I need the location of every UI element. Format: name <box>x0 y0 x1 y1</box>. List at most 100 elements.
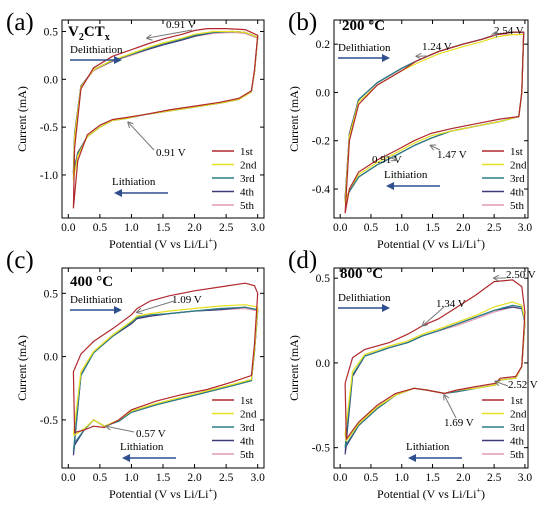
x-tick-label: 1.0 <box>395 472 410 484</box>
peak-label: 2.52 V <box>508 379 538 391</box>
y-tick-label: 0.2 <box>316 39 331 51</box>
x-tick-label: 0.0 <box>61 222 76 234</box>
x-tick-label: 0.0 <box>333 222 348 234</box>
cv-curve-1st <box>344 31 525 214</box>
legend-label: 4th <box>240 436 255 448</box>
x-tick-label: 2.5 <box>219 472 234 484</box>
cv-panel-b: (b) 0.0 0.5 1.0 1.5 2.0 2.5 3.0 -0.4 -0.2 0.0 0.2 Po… <box>287 9 532 251</box>
x-tick-label: 0.5 <box>364 472 379 484</box>
legend-label: 3rd <box>240 173 255 185</box>
legend-label: 5th <box>240 449 255 461</box>
legend-label: 1st <box>240 146 253 158</box>
x-tick-label: 0.5 <box>364 222 379 234</box>
peak-pointer <box>147 29 193 38</box>
legend-label: 5th <box>510 200 525 212</box>
peak-pointer <box>495 382 509 387</box>
cv-curve-2nd <box>72 304 259 436</box>
x-tick-label: 2.0 <box>456 472 471 484</box>
x-tick-label: 0.0 <box>61 472 76 484</box>
y-tick-label: -0.5 <box>312 443 330 455</box>
peak-label: 1.34 V <box>436 298 466 310</box>
sample-label: 400 °C <box>70 274 113 290</box>
y-tick-label: 0.5 <box>44 26 59 38</box>
sample-label: 800 °C <box>340 266 383 282</box>
x-tick-label: 3.0 <box>518 222 533 234</box>
sample-label: 200 °C <box>342 18 385 34</box>
legend-label: 2nd <box>240 409 257 421</box>
legend-label: 2nd <box>240 160 257 172</box>
y-tick-label: 0.5 <box>316 273 331 285</box>
delithiation-label: Delithiation <box>338 42 391 54</box>
y-tick-label: -0.5 <box>40 415 58 427</box>
y-tick-label: -1.0 <box>40 170 58 182</box>
x-axis-label: Potential (V vs Li/Li+) <box>109 486 217 501</box>
x-axis-label: Potential (V vs Li/Li+) <box>377 236 485 251</box>
lithiation-label: Lithiation <box>120 441 164 453</box>
lithiation-label: Lithiation <box>406 441 450 453</box>
peak-label: 2.50 V <box>506 269 536 281</box>
x-tick-label: 1.0 <box>124 222 139 234</box>
x-tick-label: 0.5 <box>93 222 108 234</box>
x-tick-label: 1.5 <box>156 472 171 484</box>
peak-label: 1.47 V <box>437 149 467 161</box>
y-tick-label: -0.2 <box>312 136 330 148</box>
y-axis-label: Current (mA) <box>287 86 301 152</box>
y-axis-label: Current (mA) <box>15 335 29 401</box>
delithiation-label: Delithiation <box>338 292 391 304</box>
x-tick-label: 2.0 <box>187 472 202 484</box>
x-tick-label: 1.5 <box>156 222 171 234</box>
x-tick-label: 1.0 <box>395 222 410 234</box>
y-tick-label: 0.0 <box>316 87 331 99</box>
cv-curve-2nd <box>344 301 526 442</box>
legend-label: 5th <box>510 449 525 461</box>
x-tick-label: 0.0 <box>333 472 348 484</box>
peak-label: 0.91 V <box>166 19 196 31</box>
cv-panel-d: (d) 0.0 0.5 1.0 1.5 2.0 2.5 3.0 -0.5 0.0 0.5 Potent… <box>287 247 538 501</box>
panel-letter: (b) <box>288 9 317 36</box>
legend-label: 3rd <box>240 422 255 434</box>
x-tick-label: 3.0 <box>251 222 266 234</box>
peak-label: 0.91 V <box>156 147 186 159</box>
legend-label: 2nd <box>510 409 527 421</box>
x-tick-label: 1.5 <box>425 472 440 484</box>
panel-letter: (c) <box>6 247 34 274</box>
legend-label: 2nd <box>510 160 527 172</box>
plot-frame <box>333 19 529 219</box>
lithiation-label: Lithiation <box>384 169 428 181</box>
peak-label: 1.09 V <box>172 294 202 306</box>
legend-label: 3rd <box>510 422 525 434</box>
cv-curve-5th <box>344 306 526 452</box>
legend-label: 1st <box>240 395 253 407</box>
lithiation-label: Lithiation <box>112 176 156 188</box>
cv-panel-c: (c)0.0 0.5 1.0 1.5 2.0 2.5 3.0-0.50.00.5Potent… <box>6 247 265 501</box>
plot-frame <box>333 267 529 469</box>
panel-letter: (a) <box>6 9 34 36</box>
delithiation-label: Delithiation <box>70 44 123 56</box>
legend-label: 3rd <box>510 173 525 185</box>
y-tick-label: 0.0 <box>44 74 59 86</box>
y-tick-label: 0.0 <box>316 358 331 370</box>
legend-label: 4th <box>240 187 255 199</box>
x-tick-label: 2.5 <box>487 222 502 234</box>
cv-panel-a: (a)0.0 0.5 1.0 1.5 2.0 2.5 3.0-1.0-0.50.00.5Po… <box>6 9 265 251</box>
peak-label: 2.54 V <box>494 25 524 37</box>
peak-label: 1.24 V <box>422 41 452 53</box>
peak-pointer <box>106 426 135 433</box>
x-tick-label: 2.5 <box>487 472 502 484</box>
peak-label: 1.69 V <box>444 417 474 429</box>
x-tick-label: 3.0 <box>251 472 266 484</box>
x-tick-label: 3.0 <box>518 472 533 484</box>
x-axis-label: Potential (V vs Li/Li+) <box>109 236 217 251</box>
x-tick-label: 2.0 <box>187 222 202 234</box>
peak-pointer <box>431 146 441 151</box>
peak-pointer <box>444 395 457 419</box>
x-tick-label: 0.5 <box>93 472 108 484</box>
panel-letter: (d) <box>288 247 317 274</box>
x-axis-label: Potential (V vs Li/Li+) <box>377 486 485 501</box>
y-tick-label: -0.4 <box>312 184 330 196</box>
x-tick-label: 1.5 <box>425 222 440 234</box>
legend-label: 5th <box>240 200 255 212</box>
cv-curve-1st <box>72 28 259 209</box>
cv-curve-4th <box>344 31 525 200</box>
